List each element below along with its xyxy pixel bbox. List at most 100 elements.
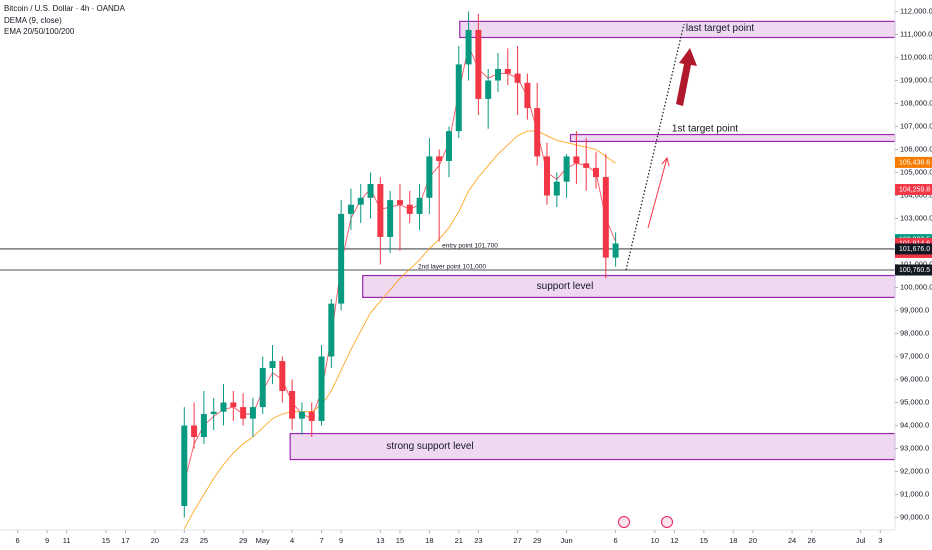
y-tick-label: 110,000.0 xyxy=(900,52,932,61)
y-tick-label: 95,000.0 xyxy=(900,397,929,406)
candle-body xyxy=(308,411,315,421)
candle-body xyxy=(485,80,492,99)
candle-body xyxy=(357,197,364,205)
zone-label: support level xyxy=(537,281,594,292)
y-tick-label: 107,000.0 xyxy=(900,121,932,130)
price-label-box xyxy=(895,156,932,168)
level-label: entry point 101,700 xyxy=(442,243,498,250)
legend-entry: EMA 20/50/100/200 xyxy=(4,27,75,36)
candle-body xyxy=(347,204,354,214)
x-tick-label: 27 xyxy=(513,536,521,545)
candle-body xyxy=(396,200,403,205)
candle-body xyxy=(593,167,600,178)
y-tick-label: 109,000.0 xyxy=(900,75,932,84)
y-tick-label: 108,000.0 xyxy=(900,98,932,107)
y-tick-label: 105,000.0 xyxy=(900,167,932,176)
candle-body xyxy=(543,156,550,196)
event-icon[interactable] xyxy=(661,516,673,528)
zone xyxy=(362,274,896,298)
y-tick-label: 92,000.0 xyxy=(900,466,929,475)
candle-body xyxy=(191,425,198,437)
x-tick-label: May xyxy=(256,536,270,545)
candle-body xyxy=(240,407,247,419)
zone xyxy=(289,432,896,461)
candle-body xyxy=(612,243,619,258)
x-tick-label: 26 xyxy=(808,536,816,545)
candle-body xyxy=(230,402,237,408)
y-tick-label: 91,000.0 xyxy=(900,489,929,498)
legend-entry: DEMA (9, close) xyxy=(4,16,62,25)
price-label-box xyxy=(895,264,932,276)
candle-body xyxy=(426,156,433,198)
candle-body xyxy=(455,64,462,132)
candle-body xyxy=(406,204,413,214)
candle-body xyxy=(249,407,256,419)
candle-body xyxy=(279,361,286,391)
x-tick-label: 29 xyxy=(239,536,247,545)
y-tick-label: 106,000.0 xyxy=(900,144,932,153)
candle-body xyxy=(338,213,345,304)
price-label: 100,760.5 xyxy=(899,267,930,274)
x-tick-label: 15 xyxy=(396,536,404,545)
price-label: 104,259.8 xyxy=(899,186,930,193)
x-tick-label: 20 xyxy=(151,536,159,545)
candle-body xyxy=(298,411,305,419)
x-tick-label: 3 xyxy=(878,536,882,545)
candle-body xyxy=(200,414,207,437)
candle-body xyxy=(445,131,452,161)
candle-body xyxy=(524,82,531,109)
candle-body xyxy=(328,303,335,357)
price-label: 105,438.6 xyxy=(899,159,930,166)
candle-body xyxy=(269,361,276,368)
x-tick-label: Jul xyxy=(856,536,866,545)
candle-body xyxy=(367,184,374,198)
target-arrow xyxy=(676,48,697,106)
indicator-line xyxy=(183,130,616,530)
x-tick-label: 23 xyxy=(474,536,482,545)
x-tick-label: 9 xyxy=(45,536,49,545)
zone-label: 1st target point xyxy=(672,124,738,135)
y-tick-label: 103,000.0 xyxy=(900,213,932,222)
up-arrow xyxy=(647,157,668,229)
y-tick-label: 94,000.0 xyxy=(900,420,929,429)
x-tick-label: 12 xyxy=(670,536,678,545)
y-tick-label: 111,000.0 xyxy=(900,29,932,38)
price-label-box xyxy=(895,184,932,196)
candle-body xyxy=(465,29,472,65)
candle-body xyxy=(377,184,384,237)
y-tick-label: 98,000.0 xyxy=(900,328,929,337)
x-tick-label: 25 xyxy=(200,536,208,545)
x-tick-label: 20 xyxy=(749,536,757,545)
y-tick-label: 112,000.0 xyxy=(900,6,932,15)
candle-body xyxy=(181,425,188,506)
candle-body xyxy=(220,402,227,412)
candle-body xyxy=(602,177,609,258)
x-tick-label: Jun xyxy=(561,536,573,545)
zone xyxy=(569,133,896,143)
x-tick-label: 11 xyxy=(63,536,71,545)
candle-body xyxy=(475,29,482,99)
x-tick-label: 13 xyxy=(376,536,384,545)
candle-body xyxy=(514,73,521,83)
candle-body xyxy=(563,156,570,182)
candle-body xyxy=(534,108,541,157)
candle-body xyxy=(318,356,325,421)
x-tick-label: 6 xyxy=(614,536,618,545)
x-tick-label: 6 xyxy=(16,536,20,545)
x-tick-label: 15 xyxy=(102,536,110,545)
x-tick-label: 17 xyxy=(121,536,129,545)
x-tick-label: 18 xyxy=(729,536,737,545)
candle-body xyxy=(416,197,423,214)
event-icon[interactable] xyxy=(618,516,630,528)
x-tick-label: 4 xyxy=(290,536,294,545)
x-tick-label: 21 xyxy=(455,536,463,545)
x-tick-label: 23 xyxy=(180,536,188,545)
zone-label: strong support level xyxy=(386,441,473,452)
candle-body xyxy=(553,181,560,196)
x-tick-label: 29 xyxy=(533,536,541,545)
candle-body xyxy=(210,411,217,414)
projection-path xyxy=(625,23,685,271)
symbol-title: Bitcoin / U.S. Dollar · 4h · OANDA xyxy=(4,4,126,13)
candle-body xyxy=(583,163,590,168)
y-tick-label: 100,000.0 xyxy=(900,282,932,291)
